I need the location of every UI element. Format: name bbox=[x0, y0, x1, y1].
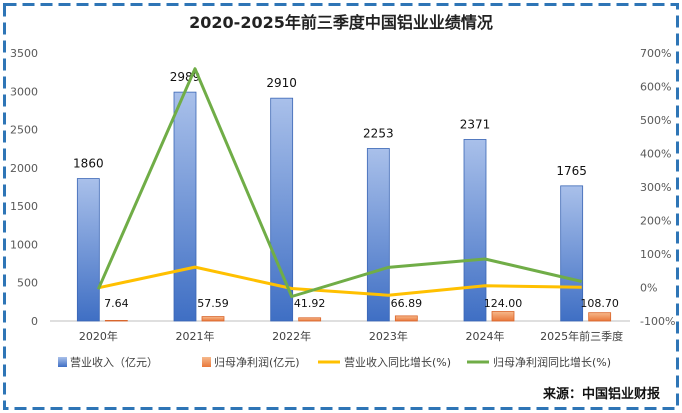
profit-bar-label: 7.64 bbox=[104, 297, 129, 310]
right-tick-label: 200% bbox=[640, 215, 671, 228]
left-tick-label: 0 bbox=[31, 315, 38, 328]
x-tick-label: 2024年 bbox=[466, 329, 505, 343]
x-tick-label: 2025年前三季度 bbox=[540, 329, 623, 343]
revenue-bar bbox=[76, 178, 100, 322]
dashed-border bbox=[3, 3, 679, 410]
left-tick-label: 500 bbox=[17, 277, 38, 290]
revenue-bar bbox=[173, 91, 197, 322]
profit-bar bbox=[201, 316, 225, 322]
profit-bar bbox=[394, 315, 418, 322]
legend: 营业收入（亿元） 归母净利润(亿元) 营业收入同比增长(%) 归母净利润同比增长(%) bbox=[58, 355, 611, 369]
revenue-bar-label: 1765 bbox=[556, 164, 587, 178]
bars-layer: 18607.64298957.59291041.92225366.8923711… bbox=[73, 70, 619, 322]
right-tick-label: 100% bbox=[640, 248, 671, 261]
x-tick-label: 2023年 bbox=[369, 329, 408, 343]
right-tick-label: 700% bbox=[640, 47, 671, 60]
profit-bar-label: 41.92 bbox=[294, 297, 326, 310]
right-tick-label: 300% bbox=[640, 181, 671, 194]
legend-label: 归母净利润(亿元) bbox=[214, 355, 300, 369]
left-axis: 0 500 1000 1500 2000 2500 3000 3500 bbox=[10, 47, 38, 328]
legend-label: 营业收入（亿元） bbox=[70, 355, 158, 369]
revenue-bar-label: 2371 bbox=[460, 117, 491, 131]
revenue-bar-label: 2910 bbox=[266, 76, 297, 90]
profit-bar-label: 124.00 bbox=[484, 297, 523, 310]
x-tick-label: 2022年 bbox=[272, 329, 311, 343]
lines-layer bbox=[96, 67, 583, 298]
revenue-bar bbox=[366, 148, 390, 322]
revenue-bar-label: 1860 bbox=[73, 157, 104, 171]
profit-bar-label: 57.59 bbox=[197, 297, 229, 310]
profit-bar-label: 66.89 bbox=[391, 297, 423, 310]
profit-bar bbox=[491, 311, 515, 322]
profit-bar bbox=[298, 317, 322, 322]
legend-label: 营业收入同比增长(%) bbox=[344, 355, 451, 369]
revenue-bar-label: 2253 bbox=[363, 126, 394, 140]
right-tick-label: 0% bbox=[640, 282, 657, 295]
source-note: 来源：中国铝业财报 bbox=[542, 386, 661, 402]
x-axis-labels: 2020年 2021年 2022年 2023年 2024年 2025年前三季度 bbox=[79, 329, 623, 343]
legend-label: 归母净利润同比增长(%) bbox=[493, 355, 611, 369]
x-tick-label: 2020年 bbox=[79, 329, 118, 343]
revenue-bar bbox=[270, 97, 294, 322]
x-tick-label: 2021年 bbox=[176, 329, 215, 343]
chart-title: 2020-2025年前三季度中国铝业业绩情况 bbox=[189, 13, 493, 32]
right-axis: -100% 0% 100% 200% 300% 400% 500% 600% 700% bbox=[640, 47, 675, 328]
revenue-bar bbox=[463, 139, 487, 322]
legend-swatch bbox=[202, 357, 211, 367]
profit-bar bbox=[588, 312, 612, 322]
left-tick-label: 1000 bbox=[10, 238, 38, 251]
growth-line bbox=[96, 67, 583, 298]
left-tick-label: 2500 bbox=[10, 124, 38, 137]
right-tick-label: 500% bbox=[640, 114, 671, 127]
left-tick-label: 2000 bbox=[10, 162, 38, 175]
left-tick-label: 3500 bbox=[10, 47, 38, 60]
profit-bar-label: 108.70 bbox=[580, 297, 619, 310]
right-tick-label: 400% bbox=[640, 148, 671, 161]
left-tick-label: 1500 bbox=[10, 200, 38, 213]
right-tick-label: -100% bbox=[640, 315, 675, 328]
growth-line bbox=[97, 265, 582, 297]
profit-bar bbox=[104, 320, 128, 322]
legend-swatch bbox=[58, 357, 67, 367]
revenue-bar bbox=[560, 185, 584, 322]
left-tick-label: 3000 bbox=[10, 85, 38, 98]
right-tick-label: 600% bbox=[640, 81, 671, 94]
